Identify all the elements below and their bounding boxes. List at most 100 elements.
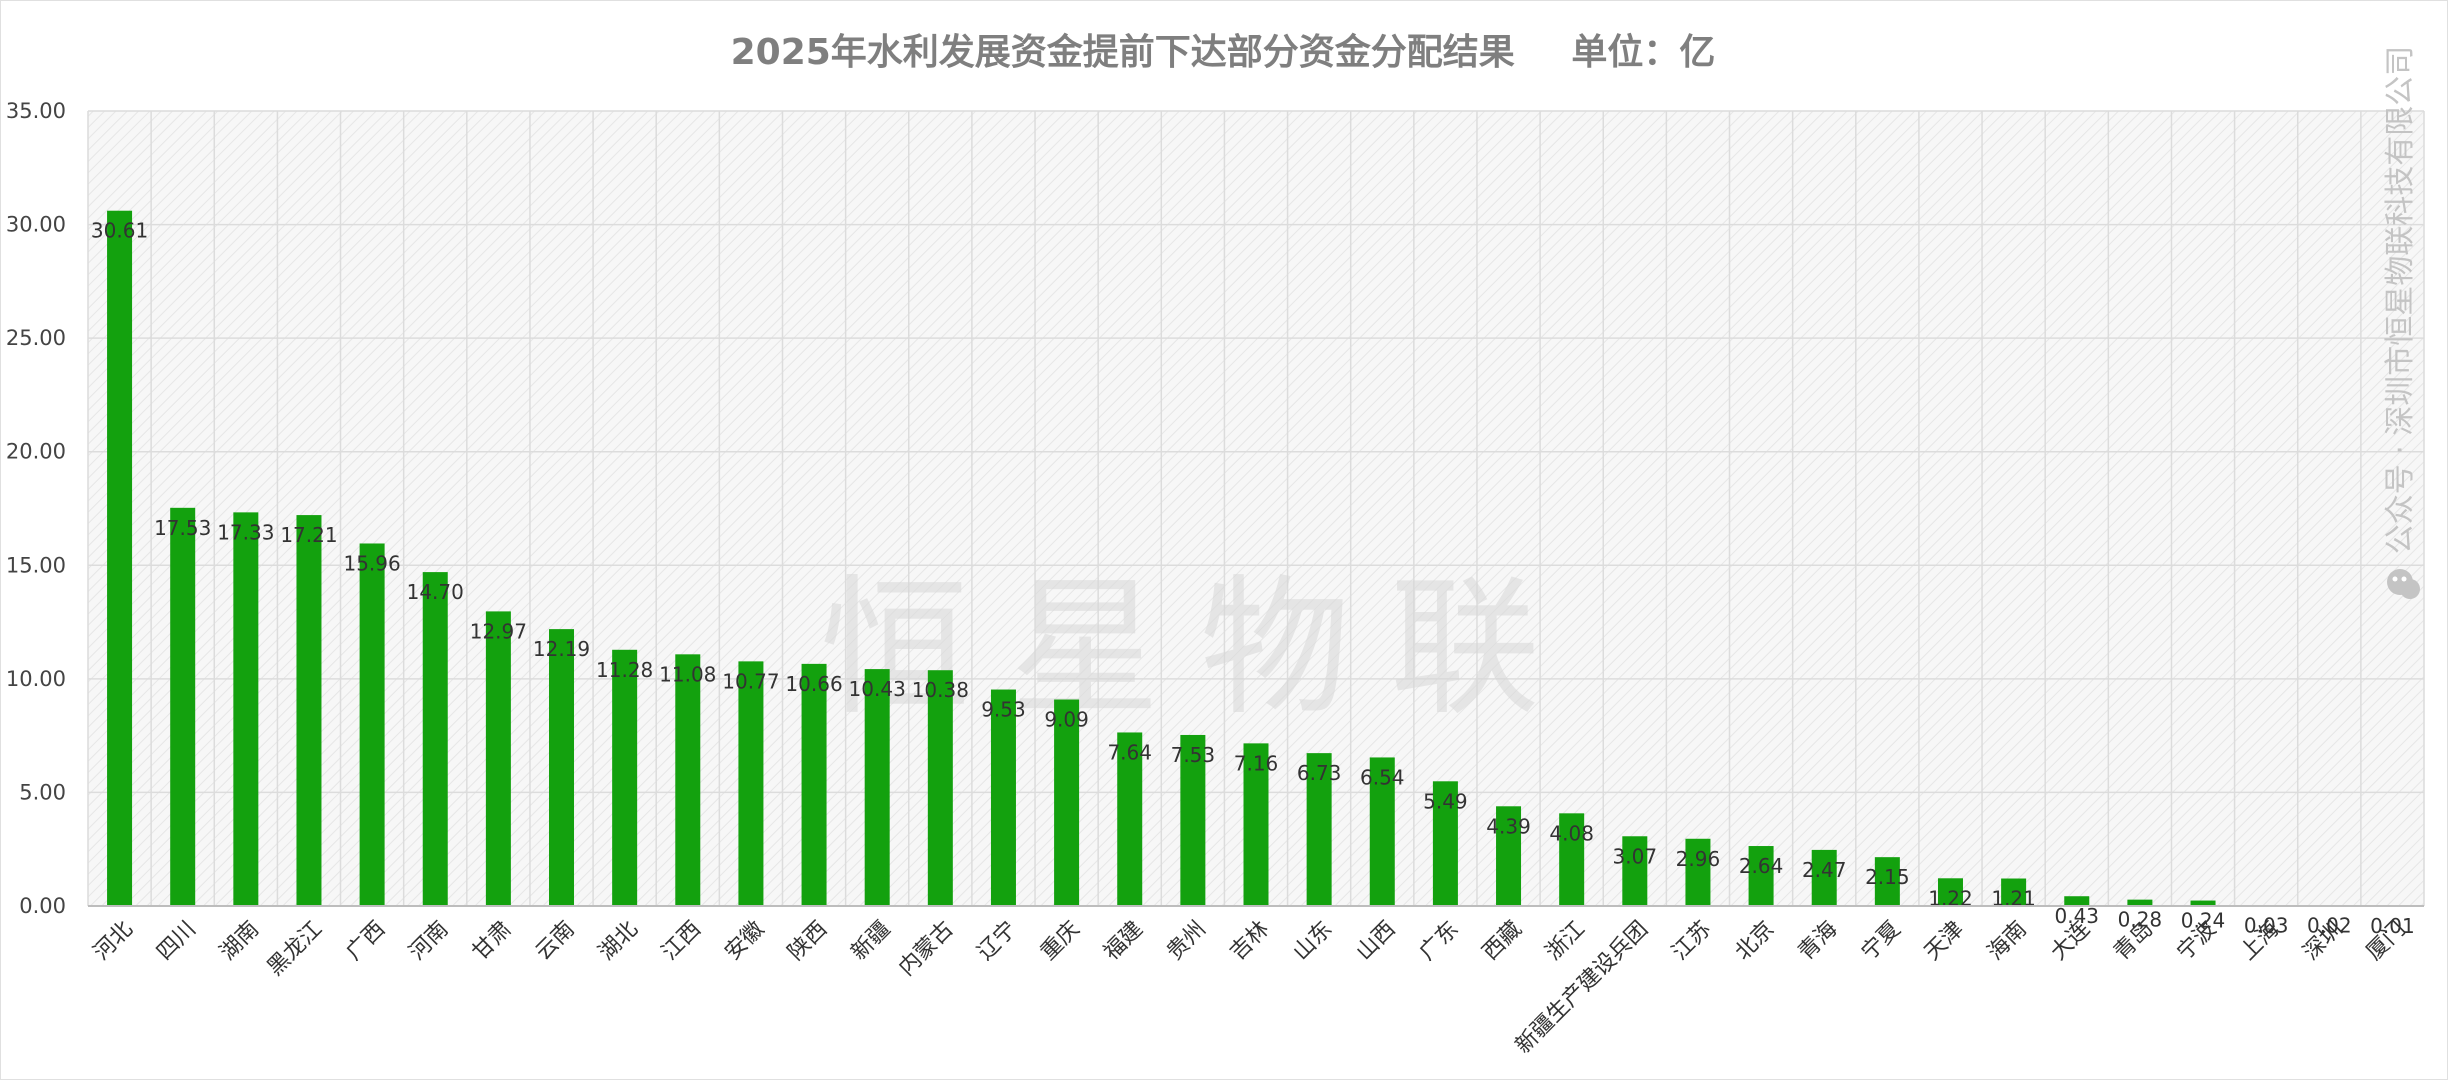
- bar: [801, 663, 827, 906]
- value-label: 10.43: [849, 677, 906, 701]
- category-label: 陕西: [783, 917, 832, 966]
- bar: [2064, 896, 2090, 906]
- category-label: 河北: [89, 917, 138, 966]
- value-label: 9.09: [1044, 708, 1089, 732]
- bar: [296, 515, 322, 906]
- value-label: 17.33: [217, 520, 274, 544]
- value-label: 7.64: [1107, 740, 1152, 764]
- value-label: 17.53: [154, 516, 211, 540]
- category-label: 广西: [342, 917, 391, 966]
- bar: [1559, 813, 1585, 906]
- bars-group: [107, 210, 2405, 907]
- value-label: 12.97: [470, 619, 527, 643]
- category-label: 江西: [657, 917, 706, 966]
- bar: [2190, 900, 2216, 906]
- bar: [1685, 838, 1711, 906]
- y-tick-label: 0.00: [19, 894, 66, 918]
- category-label: 海南: [1983, 917, 2032, 966]
- bar: [738, 661, 764, 906]
- value-label: 0.43: [2054, 904, 2099, 928]
- chart-title: 2025年水利发展资金提前下达部分资金分配结果 单位：亿: [731, 31, 1716, 73]
- bar: [2127, 899, 2153, 906]
- bar: [1937, 878, 1963, 906]
- category-label: 宁夏: [1857, 917, 1906, 966]
- chart-title-main: 2025年水利发展资金提前下达部分资金分配结果: [731, 31, 1515, 73]
- side-watermark: 公众号 · 深圳市恒星物联科技有限公司: [2383, 46, 2418, 555]
- y-tick-label: 10.00: [6, 667, 66, 691]
- y-tick-label: 5.00: [19, 780, 66, 804]
- value-label: 6.54: [1360, 765, 1405, 789]
- value-label: 10.38: [912, 678, 969, 702]
- value-label: 9.53: [981, 698, 1026, 722]
- value-label: 2.96: [1676, 847, 1721, 871]
- category-label: 湖南: [215, 917, 264, 966]
- bar: [1748, 846, 1774, 906]
- category-label: 内蒙古: [894, 917, 958, 981]
- bar: [1180, 734, 1206, 906]
- category-label: 辽宁: [973, 917, 1022, 966]
- value-label: 0.28: [2118, 908, 2163, 932]
- category-label: 西藏: [1478, 917, 1527, 966]
- category-label: 青海: [1794, 917, 1843, 966]
- category-label: 山西: [1352, 917, 1401, 966]
- category-label: 广东: [1415, 917, 1464, 966]
- value-label: 2.64: [1739, 854, 1784, 878]
- category-label: 云南: [531, 917, 580, 966]
- bar: [1243, 743, 1269, 906]
- bar: [1496, 806, 1522, 906]
- value-label: 4.39: [1486, 814, 1531, 838]
- y-tick-label: 25.00: [6, 326, 66, 350]
- value-label: 2.47: [1802, 858, 1847, 882]
- value-label: 3.07: [1613, 844, 1658, 868]
- wechat-icon: [2387, 569, 2420, 599]
- value-label: 7.53: [1171, 743, 1216, 767]
- value-label: 0.24: [2181, 909, 2226, 933]
- bar: [2001, 878, 2027, 906]
- y-tick-label: 15.00: [6, 553, 66, 577]
- y-tick-label: 20.00: [6, 440, 66, 464]
- value-label: 30.61: [91, 219, 148, 243]
- value-label: 4.08: [1549, 821, 1594, 845]
- bar: [233, 512, 259, 906]
- bar: [1369, 757, 1395, 906]
- category-label: 吉林: [1225, 917, 1274, 966]
- category-label: 黑龙江: [263, 917, 327, 981]
- vertical-gridlines: [87, 111, 2425, 906]
- bar: [359, 543, 385, 906]
- value-label: 5.49: [1423, 789, 1468, 813]
- value-label: 0.02: [2307, 914, 2352, 938]
- value-label: 6.73: [1297, 761, 1342, 785]
- category-label: 甘肃: [468, 917, 517, 966]
- bar: [1117, 732, 1143, 906]
- chart-unit-label: 单位：亿: [1571, 32, 1715, 73]
- bar: [422, 572, 448, 906]
- bar: [1811, 849, 1837, 906]
- category-label: 贵州: [1162, 917, 1211, 966]
- category-label: 新疆: [847, 917, 896, 966]
- value-label: 10.77: [722, 669, 779, 693]
- category-label: 浙江: [1541, 917, 1590, 966]
- bar: [170, 507, 196, 906]
- category-label: 湖北: [594, 917, 643, 966]
- category-label: 河南: [405, 917, 454, 966]
- value-label: 0.03: [2244, 913, 2289, 937]
- y-tick-label: 30.00: [6, 213, 66, 237]
- bar: [1874, 857, 1900, 906]
- value-label: 11.28: [596, 658, 653, 682]
- bar: [1432, 781, 1458, 906]
- value-label: 10.66: [785, 672, 842, 696]
- bar: [107, 210, 133, 907]
- category-label: 福建: [1099, 917, 1148, 966]
- bar: [485, 611, 511, 906]
- bar: [675, 654, 701, 906]
- value-label: 14.70: [407, 580, 464, 604]
- value-label: 12.19: [533, 637, 590, 661]
- value-label: 17.21: [280, 523, 337, 547]
- category-label: 北京: [1731, 917, 1780, 966]
- value-label: 0.01: [2370, 914, 2415, 938]
- category-label: 重庆: [1036, 917, 1085, 966]
- bar: [990, 689, 1016, 906]
